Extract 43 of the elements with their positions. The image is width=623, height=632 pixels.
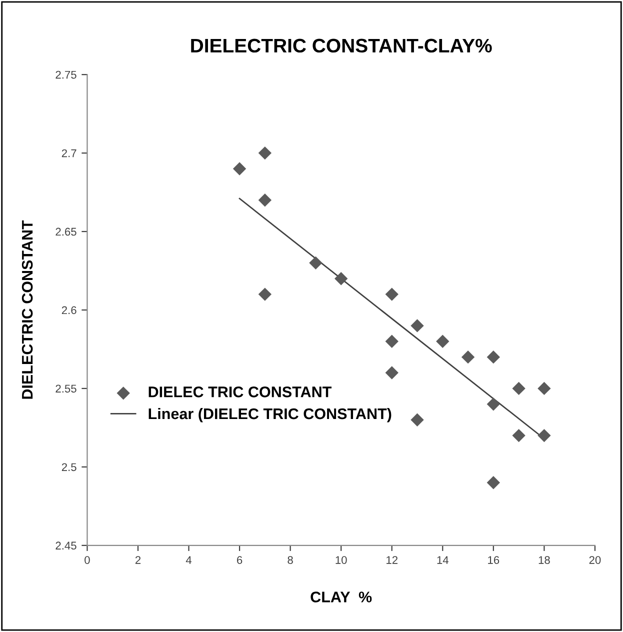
point: [385, 288, 398, 301]
y-tick-label: 2.6: [62, 306, 76, 314]
x-axis-title: CLAY %: [310, 592, 372, 602]
y-axis-title: DIELECTRIC CONSTANT: [22, 220, 33, 399]
point: [258, 288, 272, 301]
point: [486, 476, 500, 490]
point: [512, 382, 526, 396]
point: [385, 366, 398, 380]
point: [334, 272, 348, 286]
point: [258, 194, 272, 207]
x-tick-label: 4: [186, 556, 192, 564]
chart-title: DIELECTRIC CONSTANT-CLAY%: [191, 38, 492, 53]
x-tick-label: 20: [589, 556, 601, 564]
point: [461, 350, 475, 364]
x-tick-label: 16: [488, 556, 500, 564]
point: [410, 413, 424, 426]
point: [410, 319, 424, 332]
x-tick-label: 6: [237, 556, 242, 564]
point: [538, 382, 551, 396]
x-tick-label: 0: [84, 556, 90, 564]
x-tick-label: 14: [437, 556, 448, 564]
y-tick-label: 2.45: [56, 542, 76, 550]
legend-label: DIELEC TRIC CONSTANT: [148, 386, 332, 398]
point: [486, 350, 500, 364]
point: [309, 256, 322, 270]
x-tick-label: 12: [386, 556, 398, 564]
x-tick-label: 10: [336, 556, 347, 564]
point: [512, 428, 526, 442]
point: [385, 334, 398, 348]
point: [486, 398, 500, 411]
point: [436, 334, 450, 348]
x-tick-label: 2: [135, 556, 141, 564]
y-tick-label: 2.5: [62, 463, 76, 472]
point: [538, 428, 551, 442]
x-tick-label: 18: [538, 556, 550, 564]
y-tick-label: 2.75: [56, 70, 76, 79]
y-tick-label: 2.7: [62, 149, 76, 158]
legend-label: Linear (DIELEC TRIC CONSTANT): [148, 408, 392, 422]
point: [232, 162, 246, 176]
point: [258, 146, 272, 160]
y-tick-label: 2.65: [56, 228, 76, 236]
x-tick-label: 8: [288, 556, 293, 564]
y-tick-label: 2.55: [56, 384, 76, 393]
